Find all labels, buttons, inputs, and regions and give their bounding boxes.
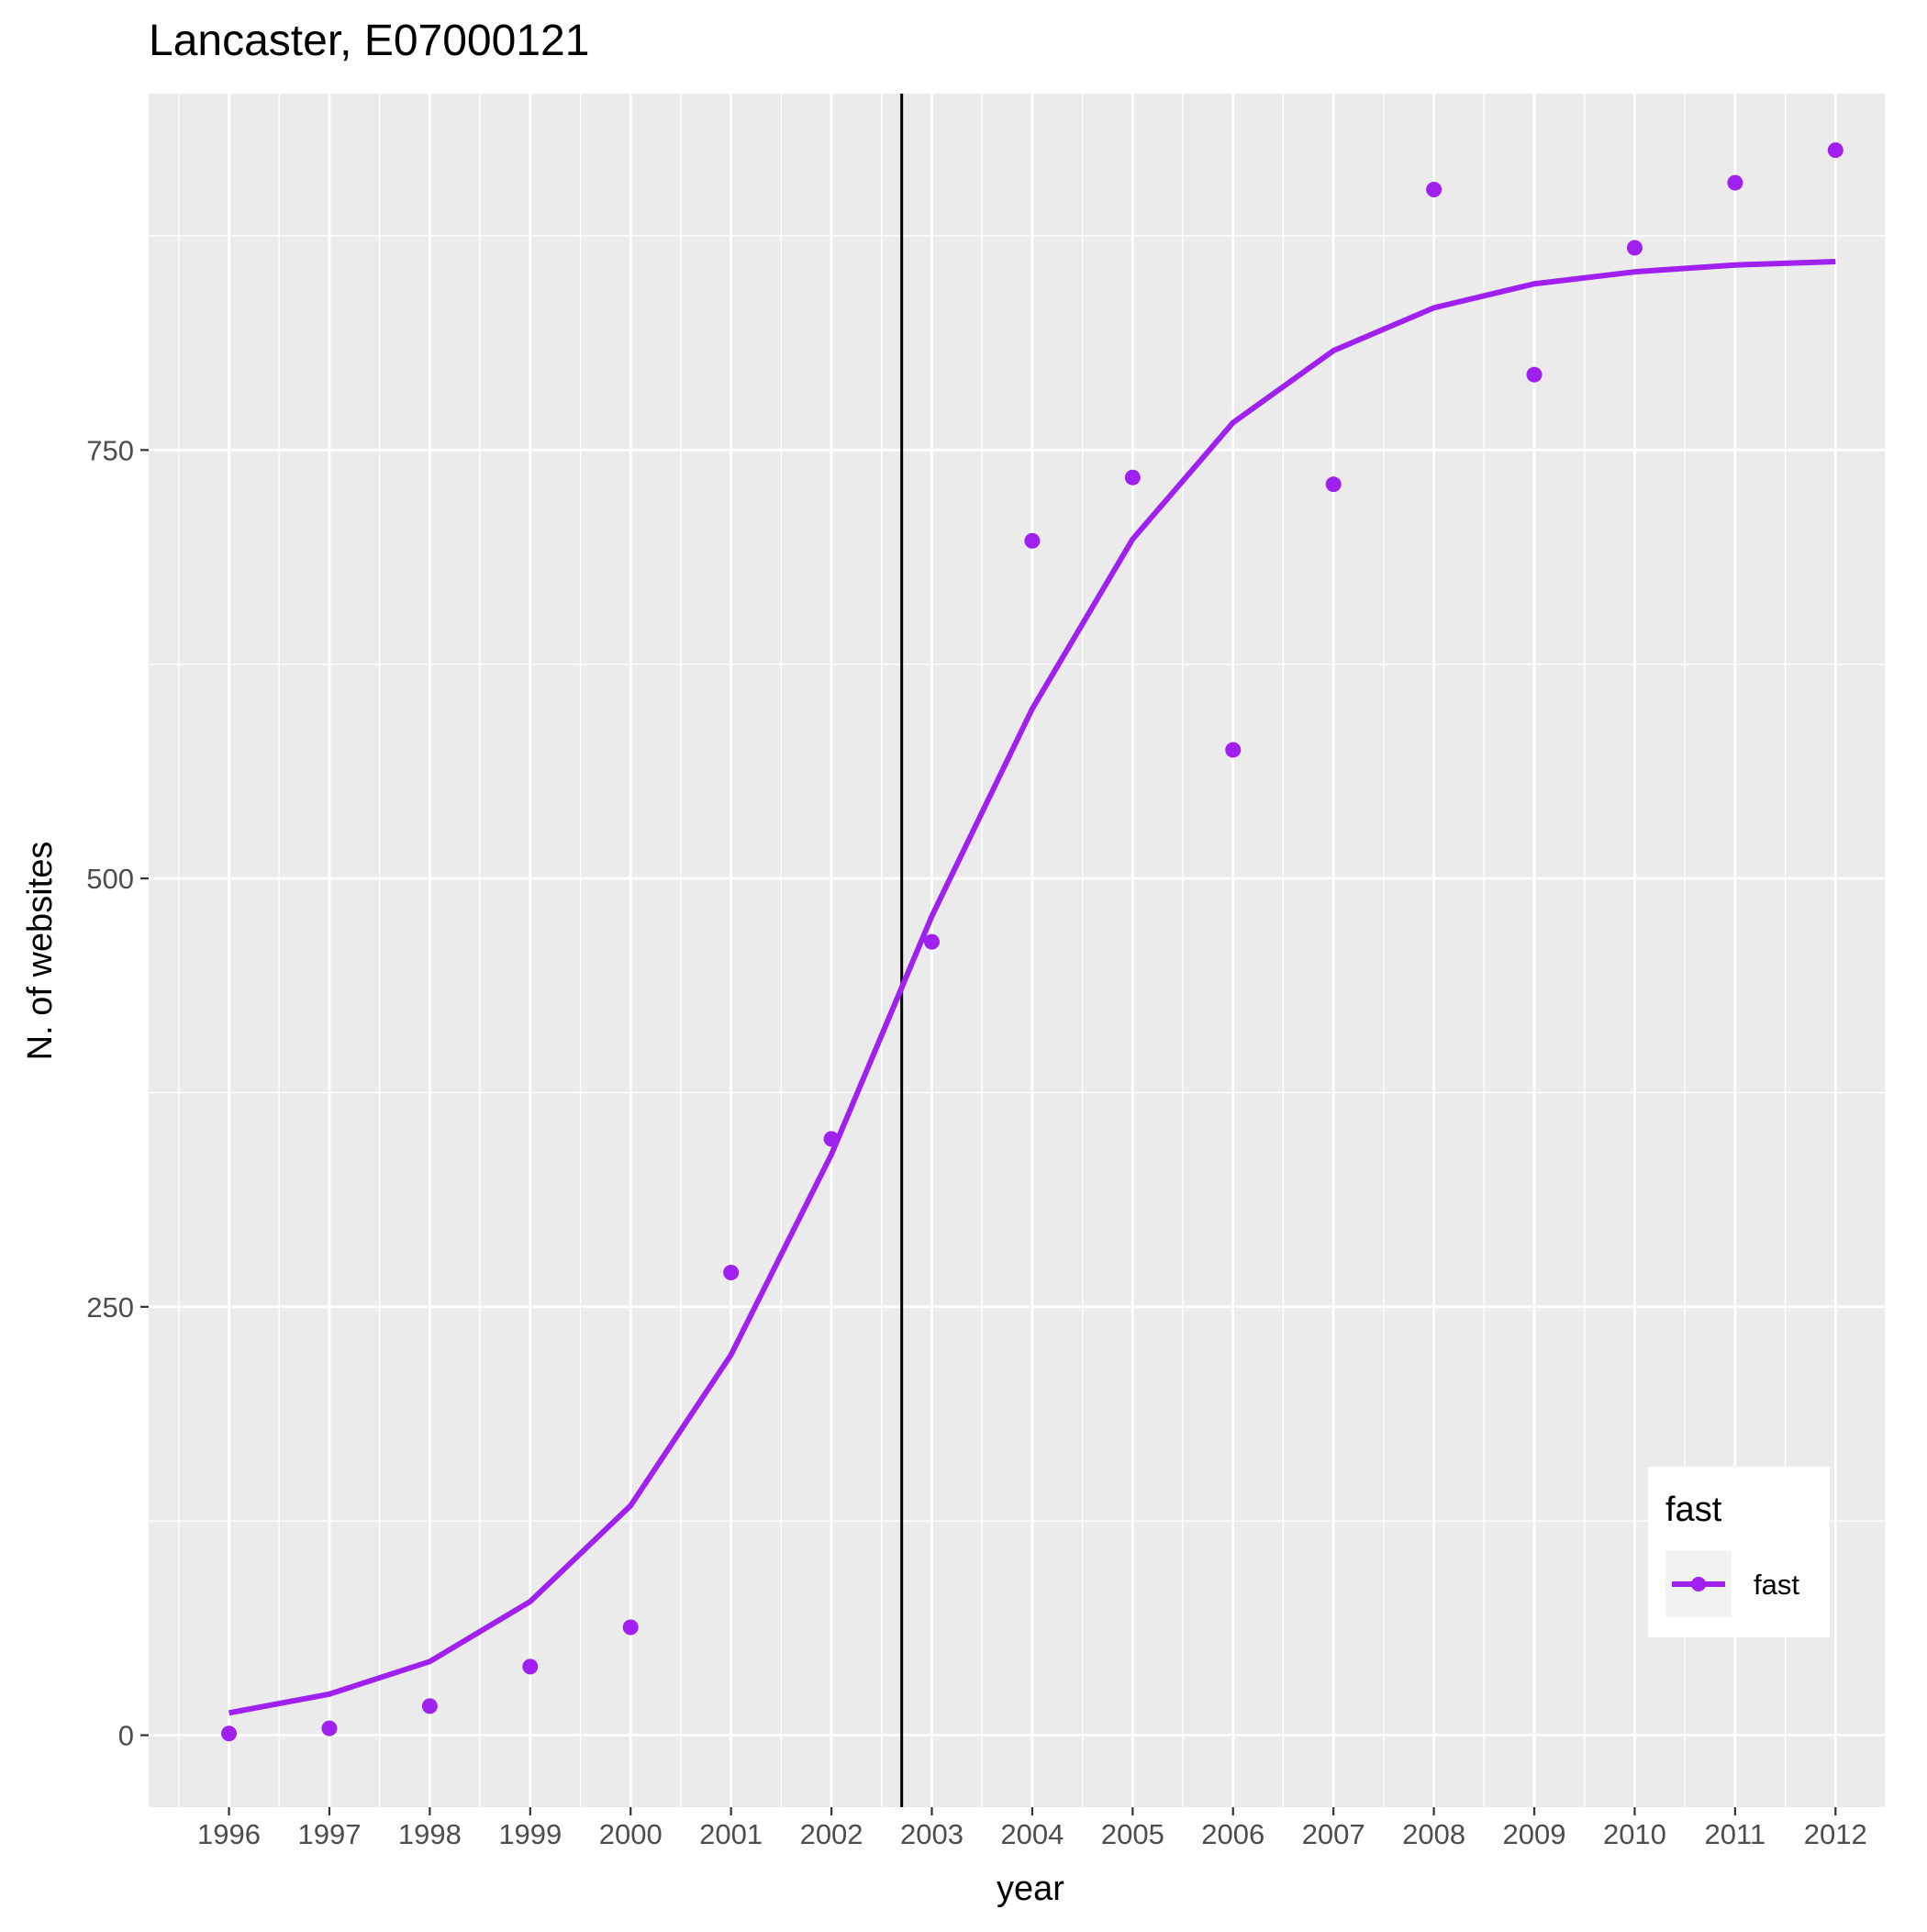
plot-panel [149, 94, 1886, 1807]
data-point [723, 1264, 740, 1280]
x-tick-label: 1997 [297, 1818, 361, 1850]
y-tick-label: 250 [86, 1291, 134, 1323]
x-tick-label: 2005 [1101, 1818, 1164, 1850]
series-points-layer [221, 142, 1843, 1742]
y-tick-label: 500 [86, 863, 134, 895]
data-point [1325, 476, 1342, 493]
x-tick-label: 1998 [398, 1818, 462, 1850]
data-point [221, 1725, 238, 1742]
legend-label: fast [1754, 1569, 1799, 1601]
x-axis: 1996 1997 1998 1999 2000 2001 2002 2003 2004 2005… [197, 1807, 1867, 1850]
x-tick-label: 2004 [1000, 1818, 1064, 1850]
series-line-layer [228, 258, 1836, 1716]
data-point [1225, 742, 1242, 758]
data-point [1024, 532, 1041, 549]
x-axis-title: year [997, 1870, 1064, 1908]
x-tick-label: 2012 [1804, 1818, 1867, 1850]
y-axis-title: N. of websites [21, 842, 60, 1061]
legend-title: fast [1665, 1491, 1722, 1529]
data-point [1526, 366, 1543, 383]
x-tick-label: 1996 [197, 1818, 261, 1850]
data-point [1827, 142, 1843, 159]
x-tick-label: 2010 [1603, 1818, 1666, 1850]
y-tick-label: 750 [86, 434, 134, 466]
chart-title: Lancaster, E07000121 [149, 17, 589, 65]
fitted-curve-line [228, 258, 1836, 1716]
data-point [522, 1658, 539, 1675]
legend: fast fast [1648, 1467, 1830, 1637]
x-tick-label: 2011 [1705, 1818, 1766, 1850]
data-point [1727, 174, 1743, 191]
x-tick-label: 2008 [1402, 1818, 1465, 1850]
data-point [823, 1131, 840, 1147]
data-point [421, 1698, 438, 1714]
minor-gridlines [149, 94, 1887, 1807]
x-tick-label: 1999 [498, 1818, 562, 1850]
x-tick-label: 2003 [900, 1818, 964, 1850]
data-point [1626, 240, 1643, 256]
x-tick-label: 2009 [1503, 1818, 1566, 1850]
y-tick-label: 0 [118, 1720, 134, 1752]
x-tick-label: 2006 [1201, 1818, 1264, 1850]
data-point [923, 933, 940, 950]
data-point [1426, 182, 1442, 198]
y-axis: 0 250 500 750 [86, 434, 149, 1752]
x-tick-label: 2007 [1302, 1818, 1365, 1850]
data-point [1124, 469, 1141, 486]
data-point [622, 1619, 639, 1636]
x-tick-label: 2001 [699, 1818, 763, 1850]
x-tick-label: 2002 [800, 1818, 863, 1850]
x-tick-label: 2000 [599, 1818, 663, 1850]
legend-key-point [1691, 1577, 1706, 1591]
data-point [321, 1720, 338, 1737]
